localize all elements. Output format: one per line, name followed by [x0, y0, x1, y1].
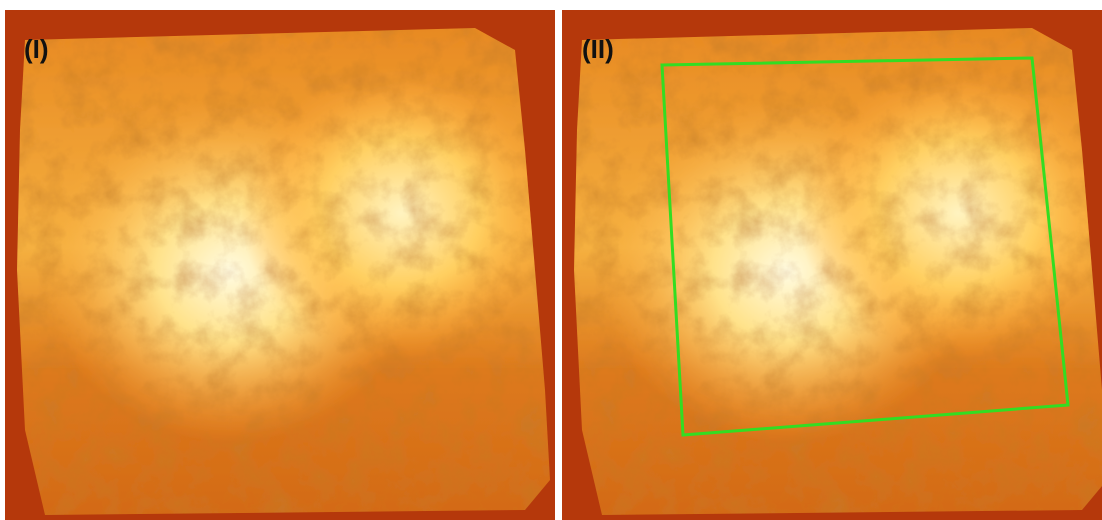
figure: (I) (II) [0, 0, 1102, 520]
panel-label: (I) [24, 34, 49, 64]
panel-right: (II) [562, 10, 1102, 520]
panel-left: (I) [5, 10, 555, 520]
panel-label: (II) [582, 34, 614, 64]
